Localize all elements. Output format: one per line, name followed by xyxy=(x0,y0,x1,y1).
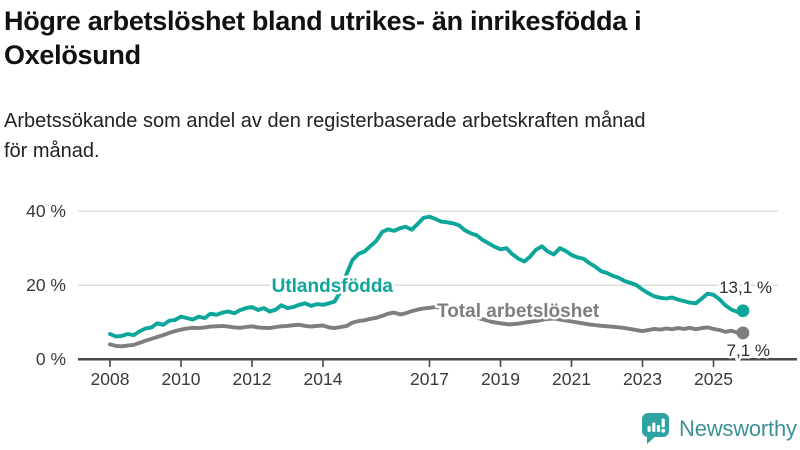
series-end-label-1: 13,1 % xyxy=(719,278,772,297)
x-tick-label-2014: 2014 xyxy=(304,369,343,389)
x-tick-label-2025: 2025 xyxy=(694,369,733,389)
x-tick-label-2021: 2021 xyxy=(552,369,591,389)
series-end-label-0: 7,1 % xyxy=(727,341,770,360)
newsworthy-logo[interactable]: Newsworthy xyxy=(641,412,797,445)
newsworthy-wordmark: Newsworthy xyxy=(679,415,797,441)
title-line-2: Oxelösund xyxy=(4,40,141,70)
subtitle-line-1: Arbetssökande som andel av den registerb… xyxy=(4,110,646,132)
x-tick-label-2010: 2010 xyxy=(162,369,201,389)
newsworthy-icon xyxy=(642,413,669,444)
series-line-1 xyxy=(108,214,745,339)
x-tick-label-2012: 2012 xyxy=(233,369,272,389)
page-title: Högre arbetslöshet bland utrikes- än inr… xyxy=(4,4,796,72)
y-tick-label-40: 40 % xyxy=(26,201,66,221)
x-tick-label-2008: 2008 xyxy=(91,369,130,389)
series-label-1: Utlandsfödda xyxy=(272,276,394,297)
series-label-0: Total arbetslöshet xyxy=(437,301,600,322)
series-end-dot-0 xyxy=(736,326,750,340)
x-tick-label-2023: 2023 xyxy=(623,369,662,389)
title-line-1: Högre arbetslöshet bland utrikes- än inr… xyxy=(4,6,642,36)
series-end-dot-1 xyxy=(736,304,750,318)
series-line-0 xyxy=(108,305,745,349)
chart-subtitle: Arbetssökande som andel av den registerb… xyxy=(4,106,796,166)
x-tick-label-2019: 2019 xyxy=(481,369,520,389)
x-tick-label-2017: 2017 xyxy=(410,369,449,389)
y-tick-label-20: 20 % xyxy=(26,275,66,295)
subtitle-line-2: för månad. xyxy=(4,140,100,162)
y-tick-label-0: 0 % xyxy=(36,349,66,369)
